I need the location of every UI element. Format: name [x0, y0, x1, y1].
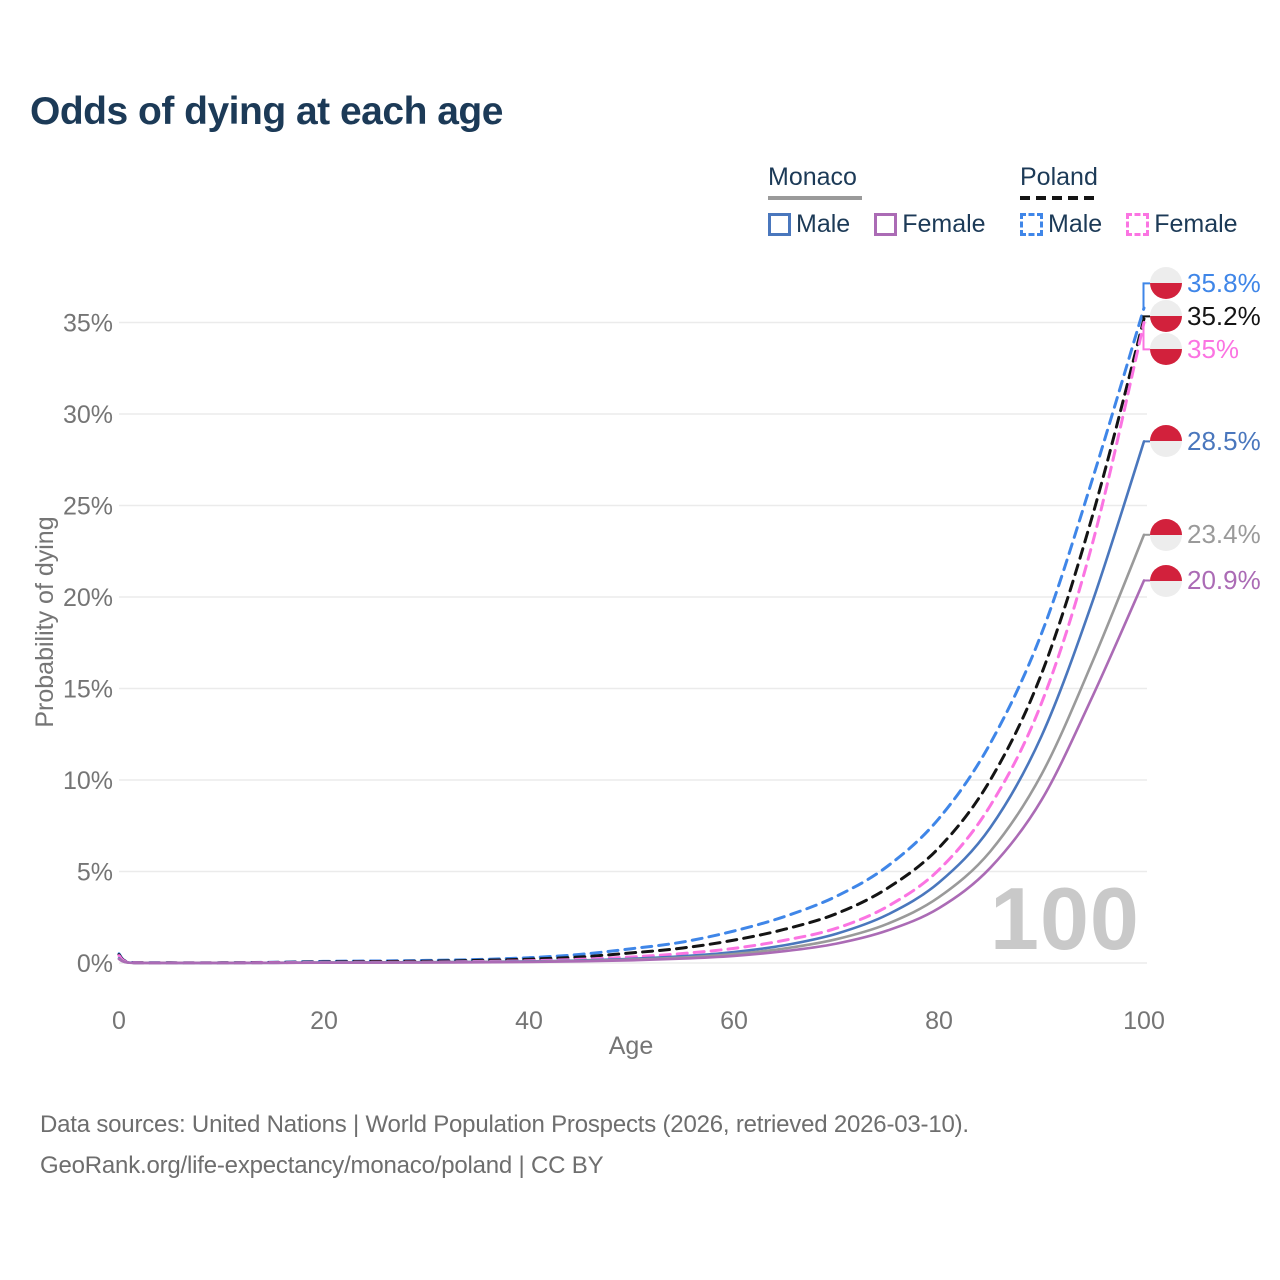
y-tick-label: 10% — [63, 767, 113, 795]
series-line-monaco — [117, 533, 1146, 965]
x-tick-label: 60 — [720, 1007, 748, 1035]
legend-label: Female — [1154, 210, 1238, 238]
end-value: 35.8% — [1187, 267, 1261, 298]
end-label-monaco-male: 28.5% — [1150, 424, 1261, 458]
legend-group-monaco: Monaco Male Female — [768, 163, 1010, 239]
legend-group-poland: Poland Male Female — [1020, 163, 1262, 239]
legend-poland-title[interactable]: Poland — [1020, 163, 1098, 191]
x-tick-label: 20 — [310, 1007, 338, 1035]
y-tick-label: 20% — [63, 584, 113, 612]
monaco-female-swatch-icon — [874, 213, 898, 236]
y-tick-label: 35% — [63, 310, 113, 338]
monaco-flag-icon — [1150, 425, 1182, 458]
series-line-poland-male — [117, 306, 1146, 965]
end-label-monaco-combined: 23.4% — [1150, 518, 1261, 552]
y-tick-label: 25% — [63, 493, 113, 521]
end-label-monaco-female: 20.9% — [1150, 564, 1261, 598]
data-source-footer: Data sources: United Nations | World Pop… — [40, 1104, 969, 1186]
end-value: 35.2% — [1187, 300, 1261, 331]
leader-line-poland — [1142, 315, 1150, 319]
end-label-poland-male: 35.8% — [1150, 266, 1261, 300]
y-axis-tick-labels: 0% 5% 10% 15% 20% 25% 30% 35% — [63, 310, 113, 979]
end-value: 35% — [1187, 333, 1240, 364]
legend-item-poland-female[interactable]: Female — [1126, 210, 1238, 239]
y-tick-label: 15% — [63, 676, 113, 704]
end-label-poland-combined: 35.2% — [1150, 299, 1261, 333]
monaco-flag-icon — [1150, 518, 1182, 551]
end-value: 23.4% — [1187, 519, 1261, 550]
y-tick-label: 5% — [77, 859, 113, 887]
x-axis-title: Age — [608, 1032, 654, 1060]
poland-female-swatch-icon — [1126, 213, 1150, 236]
age-marker-watermark: 100 — [990, 869, 1140, 968]
legend-monaco-combined-line-swatch — [768, 196, 862, 200]
leader-line-poland-female — [1142, 322, 1150, 351]
footer-line-1: Data sources: United Nations | World Pop… — [40, 1111, 969, 1138]
monaco-flag-icon — [1150, 564, 1182, 597]
x-tick-label: 80 — [925, 1007, 953, 1035]
series-line-monaco-male — [117, 440, 1146, 965]
monaco-male-swatch-icon — [768, 213, 791, 236]
page-title: Odds of dying at each age — [30, 90, 503, 133]
series-line-poland-female — [117, 321, 1146, 965]
legend-monaco-title[interactable]: Monaco — [768, 163, 857, 191]
legend-item-monaco-female[interactable]: Female — [874, 210, 986, 239]
x-tick-label: 100 — [1123, 1007, 1165, 1035]
legend-item-monaco-male[interactable]: Male — [768, 210, 850, 239]
y-tick-label: 0% — [77, 950, 113, 978]
legend-label: Male — [796, 210, 851, 238]
end-label-leader-lines — [1142, 282, 1150, 582]
series-lines — [117, 306, 1146, 965]
end-value: 20.9% — [1187, 565, 1261, 596]
y-tick-label: 30% — [63, 401, 113, 429]
series-line-poland — [117, 317, 1146, 965]
leader-line-poland-male — [1142, 282, 1150, 308]
legend-poland-combined-line-swatch — [1020, 196, 1100, 200]
end-value: 28.5% — [1187, 425, 1261, 456]
poland-flag-icon — [1150, 267, 1182, 300]
legend-label: Male — [1048, 210, 1103, 238]
poland-flag-icon — [1150, 333, 1182, 366]
x-tick-label: 40 — [515, 1007, 543, 1035]
legend-item-poland-male[interactable]: Male — [1020, 210, 1102, 239]
x-axis-tick-labels: 0 20 40 60 80 100 — [112, 1007, 1165, 1035]
legend-label: Female — [902, 210, 986, 238]
end-label-poland-female: 35% — [1150, 332, 1239, 366]
series-line-monaco-female — [117, 579, 1146, 965]
x-tick-label: 0 — [112, 1007, 126, 1035]
poland-flag-icon — [1150, 300, 1182, 333]
footer-line-2: GeoRank.org/life-expectancy/monaco/polan… — [40, 1152, 604, 1179]
poland-male-swatch-icon — [1020, 213, 1043, 236]
y-axis-title: Probability of dying — [31, 516, 59, 728]
